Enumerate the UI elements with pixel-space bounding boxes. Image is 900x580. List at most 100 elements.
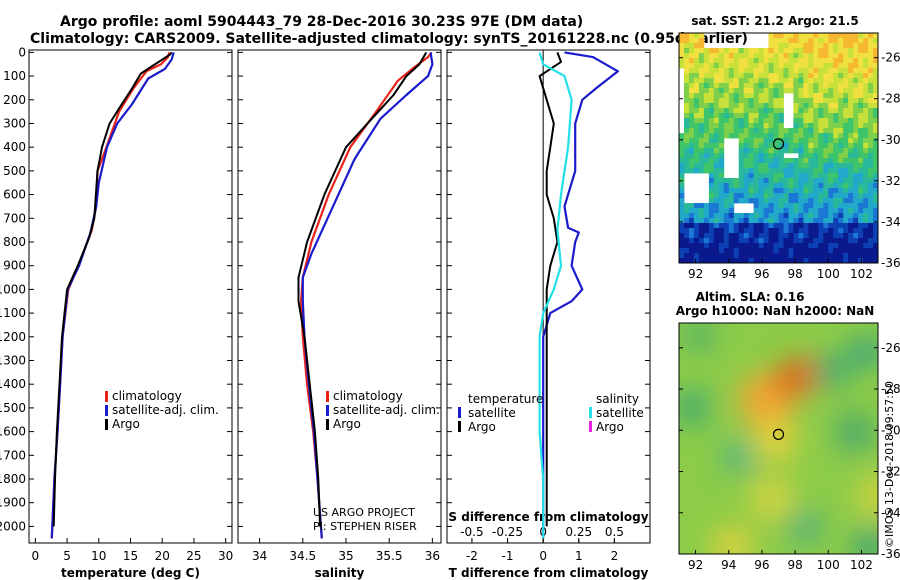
sst-cell xyxy=(758,63,764,69)
sst-cell xyxy=(853,33,859,39)
sst-cell xyxy=(838,183,844,189)
sst-cell xyxy=(813,113,819,119)
sst-cell xyxy=(718,123,725,129)
sst-cell xyxy=(838,133,844,139)
sst-cell xyxy=(828,153,834,159)
sst-cell xyxy=(818,168,824,174)
sst-cell xyxy=(758,153,764,159)
sst-cell xyxy=(708,93,715,99)
sst-cell xyxy=(773,253,779,259)
sst-cell xyxy=(684,243,690,249)
sst-cell xyxy=(718,138,725,144)
sst-cell xyxy=(818,153,824,159)
sst-cell xyxy=(818,178,824,184)
sst-cell xyxy=(813,183,819,189)
sst-cell xyxy=(843,83,849,89)
sst-cell xyxy=(783,78,789,84)
sst-cell xyxy=(718,163,725,169)
sst-cell xyxy=(853,98,859,104)
sst-cell xyxy=(783,203,789,209)
sst-cell xyxy=(679,148,685,154)
sst-cell xyxy=(863,68,869,74)
sla-map-xtick-label: 96 xyxy=(754,558,769,572)
sst-cell xyxy=(798,198,804,204)
sst-cell xyxy=(873,83,878,89)
sst-cell xyxy=(684,133,690,139)
sst-cell xyxy=(858,103,864,109)
sst-cell xyxy=(763,133,769,139)
sst-cell xyxy=(853,228,859,234)
sst-cell xyxy=(853,143,859,149)
sst-cell xyxy=(718,168,725,174)
sst-cell xyxy=(748,63,754,69)
sst-cell xyxy=(823,33,829,39)
sst-cell xyxy=(773,138,779,144)
sst-cell xyxy=(858,118,864,124)
sst-cell xyxy=(868,38,874,44)
sst-cell xyxy=(798,253,804,259)
sst-cell xyxy=(863,113,869,119)
sst-cell xyxy=(753,168,759,174)
sst-cell xyxy=(798,108,804,114)
sst-cell xyxy=(738,123,745,129)
sst-cell xyxy=(698,163,705,169)
sst-cell xyxy=(833,123,839,129)
sst-cell xyxy=(763,218,769,224)
sst-cell xyxy=(708,173,715,179)
sst-cell xyxy=(838,238,844,244)
sst-cell xyxy=(858,208,864,214)
sst-cell xyxy=(798,218,804,224)
sst-map-xtick-label: 102 xyxy=(850,267,873,281)
sst-cell xyxy=(848,193,854,199)
sst-cell xyxy=(793,108,799,114)
sst-cell xyxy=(778,68,784,74)
sst-cell xyxy=(793,48,799,54)
sst-cell xyxy=(713,258,720,263)
sst-cell xyxy=(808,203,814,209)
sst-map-ytick-label: -26 xyxy=(881,51,900,65)
sst-cell xyxy=(728,68,735,74)
sst-cell xyxy=(783,43,789,49)
sst-cell xyxy=(723,203,730,209)
sst-cell xyxy=(778,163,784,169)
sst-cell xyxy=(733,98,740,104)
pressure-tick-label: 300 xyxy=(3,116,26,130)
sst-cell xyxy=(813,128,819,134)
sst-cell xyxy=(753,98,759,104)
sst-cell xyxy=(773,148,779,154)
sst-cell xyxy=(693,38,700,44)
pressure-tick-label: 400 xyxy=(3,140,26,154)
sst-cell xyxy=(818,53,824,59)
sst-cell xyxy=(718,188,725,194)
sst-cell xyxy=(848,183,854,189)
sst-cell xyxy=(838,113,844,119)
sst-cell xyxy=(818,163,824,169)
sst-cell xyxy=(703,113,710,119)
sst-cell xyxy=(833,138,839,144)
sst-cell xyxy=(708,218,715,224)
sla-map-ytick-label: -26 xyxy=(881,341,900,355)
sst-cell xyxy=(713,73,720,79)
sst-cell xyxy=(703,98,710,104)
sst-cell xyxy=(748,103,754,109)
sst-cell xyxy=(853,233,859,239)
sla-map-ytick-label: -34 xyxy=(881,506,900,520)
legend-label: Argo xyxy=(333,417,361,431)
sst-cell xyxy=(748,178,754,184)
sst-cell xyxy=(698,148,705,154)
sst-cell xyxy=(843,73,849,79)
sst-cell xyxy=(718,53,725,59)
sst-cell xyxy=(753,248,759,254)
sst-cell xyxy=(763,238,769,244)
sst-cell xyxy=(783,238,789,244)
sst-cell xyxy=(718,208,725,214)
sst-cell xyxy=(778,178,784,184)
sst-cell xyxy=(793,163,799,169)
sst-cell xyxy=(873,118,878,124)
sla-map-xtick-label: 92 xyxy=(688,558,703,572)
sst-cell xyxy=(843,208,849,214)
sst-cell xyxy=(783,33,789,39)
sst-cell xyxy=(808,108,814,114)
sst-cell xyxy=(763,173,769,179)
sst-cell xyxy=(773,113,779,119)
